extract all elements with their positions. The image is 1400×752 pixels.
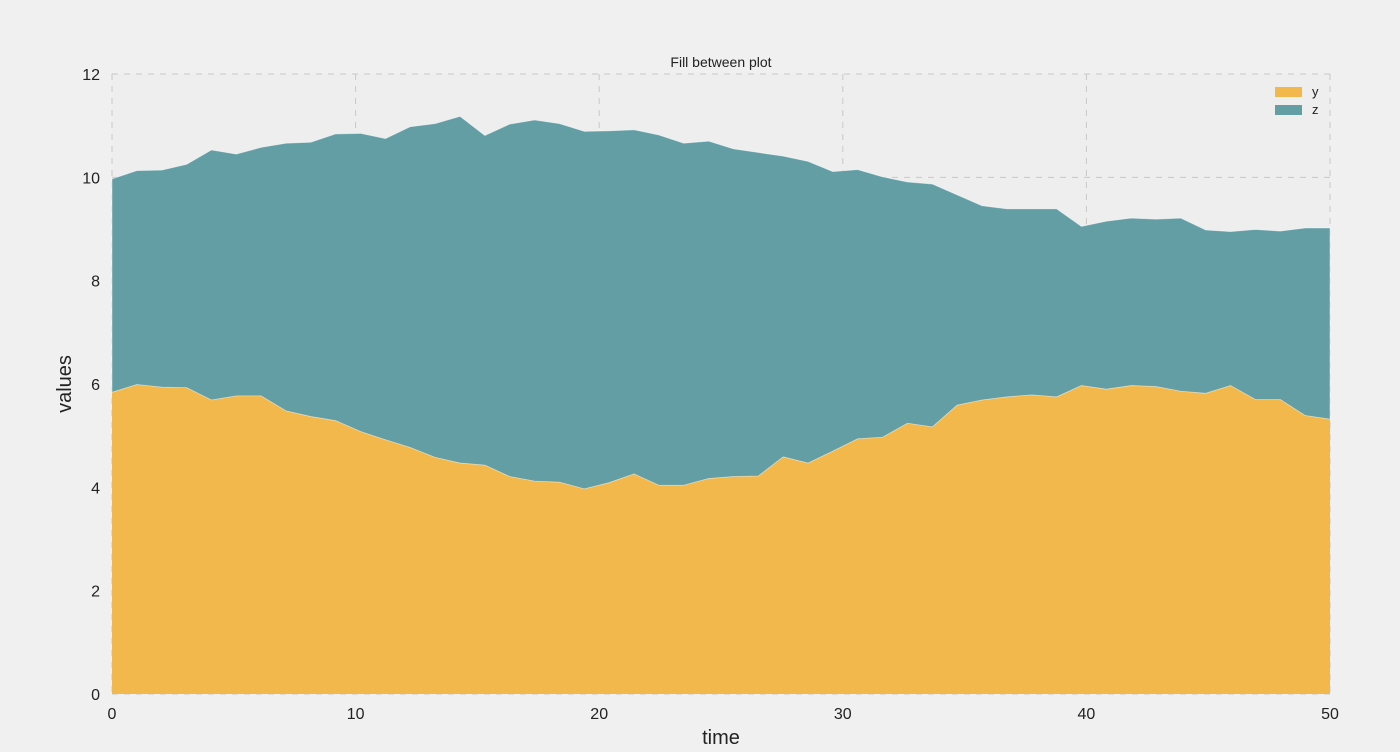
x-tick-label: 40 <box>1078 706 1096 723</box>
legend-label-z: z <box>1312 102 1319 117</box>
legend-item-y: y <box>1275 84 1319 99</box>
y-tick-label: 10 <box>82 170 100 187</box>
x-tick-label: 30 <box>834 706 852 723</box>
x-tick-label: 0 <box>108 706 117 723</box>
x-axis-ticks: 0 10 20 30 40 50 <box>108 706 1339 723</box>
x-tick-label: 50 <box>1321 706 1339 723</box>
x-tick-label: 20 <box>590 706 608 723</box>
chart-title: Fill between plot <box>670 54 771 70</box>
x-axis-label: time <box>702 727 740 747</box>
legend-swatch-z <box>1275 105 1302 115</box>
y-tick-label: 0 <box>91 687 100 704</box>
y-tick-label: 12 <box>82 67 100 84</box>
legend-swatch-y <box>1275 87 1302 97</box>
x-tick-label: 10 <box>347 706 365 723</box>
legend-item-z: z <box>1275 102 1319 117</box>
y-axis-ticks: 0 2 4 6 8 10 12 <box>82 67 100 704</box>
y-tick-label: 8 <box>91 274 100 291</box>
y-tick-label: 4 <box>91 480 100 497</box>
legend: y z <box>1275 84 1319 117</box>
y-axis-label: values <box>54 355 76 413</box>
series-y-area <box>112 384 1330 694</box>
series-z-area <box>111 115 1331 490</box>
y-tick-label: 6 <box>91 377 100 394</box>
y-tick-label: 2 <box>91 584 100 601</box>
legend-label-y: y <box>1312 84 1319 99</box>
